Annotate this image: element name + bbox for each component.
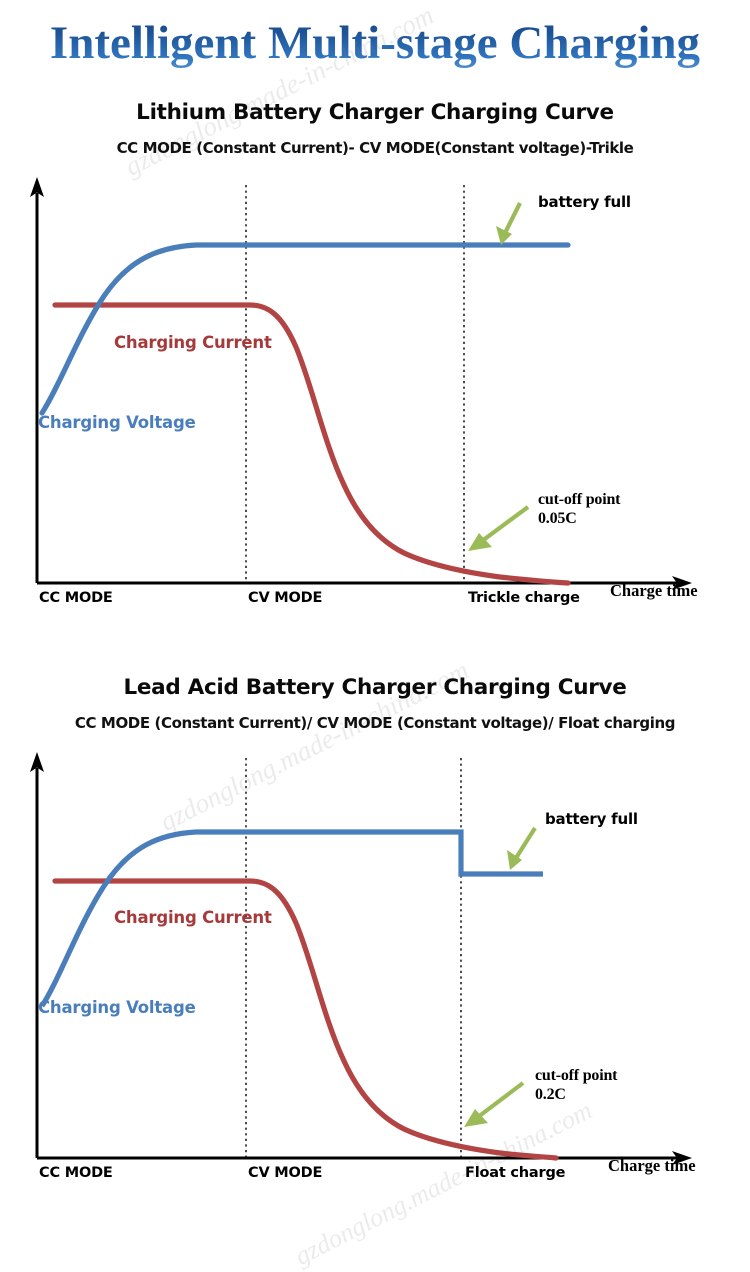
page-title-container: Intelligent Multi-stage Charging <box>0 10 750 80</box>
x-axis-name: Charge time <box>608 1156 696 1175</box>
series-label-charging-current: Charging Current <box>114 333 272 352</box>
y-axis <box>30 177 44 583</box>
y-axis <box>30 752 44 1158</box>
plot-area-lead-acid: battery full cut-off point 0.2C Charging… <box>0 750 750 1190</box>
annotation-cutoff-point: cut-off point 0.2C <box>535 1066 617 1104</box>
cutoff-point-arrow-icon <box>464 1081 525 1127</box>
series-charging-current <box>52 302 571 586</box>
x-axis-name: Charge time <box>610 581 698 600</box>
x-axis <box>37 576 692 590</box>
annotation-cutoff-value: 0.05C <box>538 510 577 527</box>
chart-lithium: Lithium Battery Charger Charging Curve C… <box>0 100 750 660</box>
battery-full-arrow-icon <box>496 202 522 245</box>
series-charging-current <box>52 878 559 1161</box>
x-tick-cv-mode: CV MODE <box>248 1165 323 1181</box>
page-title: Intelligent Multi-stage Charging <box>0 10 750 76</box>
series-label-charging-current: Charging Current <box>114 908 272 927</box>
plot-svg-lead-acid <box>30 752 692 1165</box>
battery-full-arrow-icon <box>507 826 537 870</box>
series-label-charging-voltage: Charging Voltage <box>38 998 196 1017</box>
chart-title-lead-acid: Lead Acid Battery Charger Charging Curve <box>123 675 627 700</box>
series-charging-voltage <box>39 829 543 1008</box>
chart-lead-acid: Lead Acid Battery Charger Charging Curve… <box>0 675 750 1248</box>
x-tick-trickle-charge: Trickle charge <box>468 590 580 606</box>
chart-subtitle-lithium: CC MODE (Constant Current)- CV MODE(Cons… <box>116 139 634 157</box>
annotation-cutoff-point: cut-off point 0.05C <box>538 490 620 528</box>
series-label-charging-voltage: Charging Voltage <box>38 413 196 432</box>
x-tick-cc-mode: CC MODE <box>39 1165 113 1181</box>
annotation-battery-full: battery full <box>538 193 631 211</box>
x-tick-cc-mode: CC MODE <box>39 590 113 606</box>
chart-subtitle-lead-acid: CC MODE (Constant Current)/ CV MODE (Con… <box>74 714 676 732</box>
x-axis <box>37 1151 692 1165</box>
cutoff-point-arrow-icon <box>468 505 530 551</box>
plot-svg-lithium <box>30 177 692 590</box>
annotation-battery-full: battery full <box>545 810 638 828</box>
x-tick-float-charge: Float charge <box>465 1165 566 1181</box>
annotation-cutoff-line1: cut-off point <box>535 1067 618 1084</box>
x-tick-cv-mode: CV MODE <box>248 590 323 606</box>
series-charging-voltage <box>39 242 571 416</box>
chart-title-lithium: Lithium Battery Charger Charging Curve <box>136 100 614 125</box>
annotation-cutoff-line1: cut-off point <box>538 491 621 508</box>
plot-area-lithium: battery full cut-off point 0.05C Chargin… <box>0 175 750 615</box>
annotation-cutoff-value: 0.2C <box>535 1086 566 1103</box>
